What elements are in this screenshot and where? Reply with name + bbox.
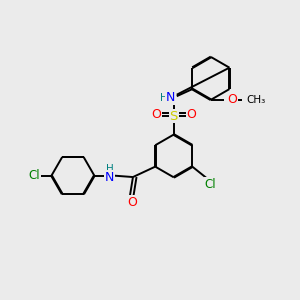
Text: S: S: [169, 110, 178, 123]
Text: N: N: [166, 91, 176, 104]
Text: CH₃: CH₃: [247, 95, 266, 105]
Text: O: O: [127, 196, 137, 208]
Text: O: O: [227, 93, 237, 106]
Text: O: O: [186, 108, 196, 121]
Text: H: H: [160, 93, 168, 103]
Text: H: H: [106, 164, 113, 174]
Text: O: O: [151, 108, 161, 121]
Text: Cl: Cl: [204, 178, 216, 191]
Text: Cl: Cl: [29, 169, 40, 182]
Text: N: N: [105, 170, 114, 184]
